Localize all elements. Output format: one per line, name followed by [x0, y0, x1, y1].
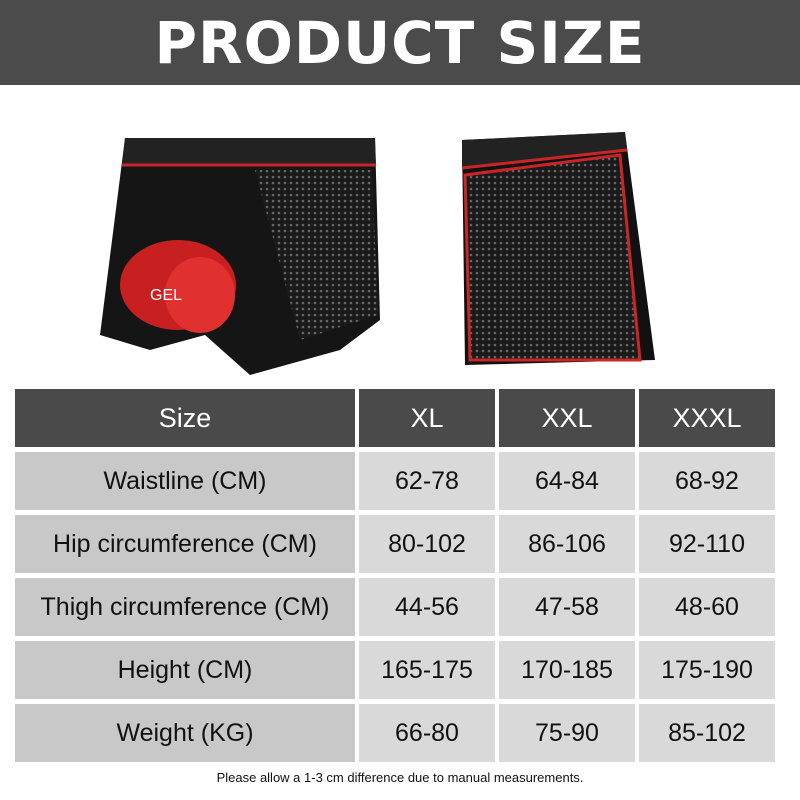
cell-value: 68-92: [639, 452, 775, 510]
header-size: Size: [15, 389, 355, 447]
row-label: Waistline (CM): [15, 452, 355, 510]
page-title: PRODUCT SIZE: [154, 8, 646, 77]
cell-value: 86-106: [499, 515, 635, 573]
product-photos: GEL: [100, 132, 655, 375]
row-label: Thigh circumference (CM): [15, 578, 355, 636]
cell-value: 92-110: [639, 515, 775, 573]
row-label: Hip circumference (CM): [15, 515, 355, 573]
size-chart-table: Size XL XXL XXXL Waistline (CM) 62-78 64…: [11, 384, 779, 767]
title-banner: PRODUCT SIZE: [0, 0, 800, 85]
shorts-front-image: GEL: [100, 138, 380, 375]
table-row: Weight (KG) 66-80 75-90 85-102: [15, 704, 775, 762]
cell-value: 64-84: [499, 452, 635, 510]
cell-value: 66-80: [359, 704, 495, 762]
cell-value: 170-185: [499, 641, 635, 699]
header-xl: XL: [359, 389, 495, 447]
table-row: Height (CM) 165-175 170-185 175-190: [15, 641, 775, 699]
cell-value: 85-102: [639, 704, 775, 762]
table-row: Hip circumference (CM) 80-102 86-106 92-…: [15, 515, 775, 573]
row-label: Weight (KG): [15, 704, 355, 762]
cell-value: 80-102: [359, 515, 495, 573]
header-xxxl: XXXL: [639, 389, 775, 447]
gel-pad-text: GEL: [150, 287, 182, 304]
table-header-row: Size XL XXL XXXL: [15, 389, 775, 447]
cell-value: 175-190: [639, 641, 775, 699]
row-label: Height (CM): [15, 641, 355, 699]
cell-value: 75-90: [499, 704, 635, 762]
cell-value: 47-58: [499, 578, 635, 636]
cell-value: 62-78: [359, 452, 495, 510]
header-xxl: XXL: [499, 389, 635, 447]
cell-value: 48-60: [639, 578, 775, 636]
cell-value: 44-56: [359, 578, 495, 636]
measurement-note: Please allow a 1-3 cm difference due to …: [216, 770, 584, 785]
table-row: Thigh circumference (CM) 44-56 47-58 48-…: [15, 578, 775, 636]
shorts-side-image: [461, 132, 655, 365]
table-row: Waistline (CM) 62-78 64-84 68-92: [15, 452, 775, 510]
cell-value: 165-175: [359, 641, 495, 699]
